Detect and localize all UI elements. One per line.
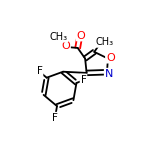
Text: O: O <box>77 31 86 41</box>
Text: F: F <box>37 66 42 76</box>
Text: O: O <box>61 41 70 51</box>
Text: F: F <box>81 75 86 85</box>
Text: N: N <box>105 69 113 79</box>
Text: O: O <box>106 53 115 63</box>
Text: CH₃: CH₃ <box>49 32 67 42</box>
Text: F: F <box>52 113 58 123</box>
Text: CH₃: CH₃ <box>95 37 113 47</box>
